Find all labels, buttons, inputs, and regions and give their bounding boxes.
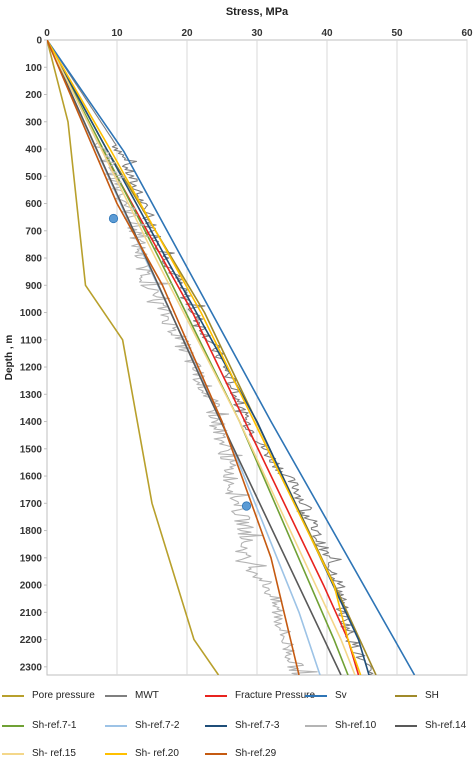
y-tick-label: 1200 (20, 363, 43, 374)
legend-label: Sh-ref.14 (425, 720, 467, 731)
legend-item: Fracture Pressure (205, 690, 315, 701)
legend-item: MWT (105, 690, 159, 701)
legend-item: SH (395, 690, 439, 701)
y-tick-label: 200 (25, 90, 42, 101)
legend-item: Sh-ref.7-3 (205, 720, 279, 731)
x-tick-label: 60 (461, 28, 473, 39)
legend-swatch (105, 694, 127, 697)
legend-swatch (2, 724, 24, 727)
legend-swatch (205, 724, 227, 727)
legend-label: Fracture Pressure (235, 690, 316, 701)
x-tick-label: 10 (111, 28, 123, 39)
series-sv-line (47, 40, 416, 675)
y-tick-label: 700 (25, 226, 42, 237)
y-axis-title: Depth , m (4, 335, 15, 381)
y-tick-label: 2100 (20, 608, 43, 619)
chart-svg: 0 10 20 30 40 50 60 Stress, MPa 0 100 200 300 400 500… (4, 6, 473, 676)
legend-swatch (2, 694, 24, 697)
legend-label: Sh- ref.15 (32, 748, 76, 759)
series-pore-pressure-line (47, 40, 220, 675)
legend-item: Sh-ref.14 (395, 720, 466, 731)
y-tick-label: 1500 (20, 444, 43, 455)
legend-item: Pore pressure (2, 690, 95, 701)
legend-item: Sh- ref.15 (2, 748, 76, 759)
y-tick-label: 1700 (20, 499, 43, 510)
x-tick-label: 40 (321, 28, 333, 39)
y-tick-label: 600 (25, 199, 42, 210)
legend-label: Pore pressure (32, 690, 95, 701)
y-tick-label: 2300 (20, 662, 43, 673)
legend-swatch (395, 724, 417, 727)
y-tick-label: 0 (36, 36, 42, 47)
y-tick-label: 1000 (20, 308, 43, 319)
legend-label: SH (425, 690, 439, 701)
legend-label: Sh-ref.29 (235, 748, 277, 759)
series-sh-ref-29-line (47, 40, 300, 675)
y-tick-label: 1900 (20, 553, 43, 564)
legend-label: Sh-ref.7-3 (235, 720, 280, 731)
y-tick-label: 900 (25, 281, 42, 292)
legend-swatch (205, 752, 227, 755)
y-tick-label: 500 (25, 172, 42, 183)
y-tick-label: 1600 (20, 472, 43, 483)
legend-swatch (205, 694, 227, 697)
y-tick-label: 100 (25, 63, 42, 74)
legend-swatch (395, 694, 417, 697)
chart: 0 10 20 30 40 50 60 Stress, MPa 0 100 200 300 400 500… (4, 6, 473, 676)
legend-swatch (105, 752, 127, 755)
x-tick-label: 20 (181, 28, 193, 39)
legend-swatch (2, 752, 24, 755)
legend-label: Sh-ref.7-2 (135, 720, 180, 731)
legend-swatch (305, 724, 327, 727)
x-tick-label: 50 (391, 28, 403, 39)
legend-item: Sh-ref.10 (305, 720, 376, 731)
series-sh-ref-14-line (47, 40, 342, 675)
data-marker (241, 501, 252, 511)
y-tick-label: 1400 (20, 417, 43, 428)
x-axis-title: Stress, MPa (226, 6, 289, 18)
legend-label: Sv (335, 690, 347, 701)
legend-item: Sh-ref.7-2 (105, 720, 179, 731)
x-tick-label: 30 (251, 28, 263, 39)
series-group (47, 40, 416, 675)
legend-label: Sh-ref.7-1 (32, 720, 77, 731)
y-tick-label: 2200 (20, 635, 43, 646)
y-tick-label: 1100 (20, 335, 42, 346)
series-sh-ref-7-3-line (47, 40, 370, 675)
legend-swatch (105, 724, 127, 727)
legend-label: Sh- ref.20 (135, 748, 179, 759)
series-sh-ref-15-line (47, 40, 356, 675)
y-tick-label: 1300 (20, 390, 43, 401)
y-tick-label: 400 (25, 145, 42, 156)
x-tick-label: 0 (44, 28, 50, 39)
data-marker (108, 213, 119, 224)
series-sh-ref-20-line (47, 40, 362, 675)
y-tick-label: 2000 (20, 581, 43, 592)
y-tick-label: 800 (25, 254, 42, 265)
legend-label: MWT (135, 690, 159, 701)
legend-item: Sv (305, 690, 347, 701)
legend: Pore pressure MWT Fracture Pressure Sv SH Sh-… (0, 684, 474, 759)
legend-item: Sh-ref.7-1 (2, 720, 76, 731)
legend-swatch (305, 694, 327, 697)
y-tick-label: 300 (25, 117, 42, 128)
legend-item: Sh-ref.29 (205, 748, 276, 759)
y-tick-label: 1800 (20, 526, 43, 537)
legend-item: Sh- ref.20 (105, 748, 179, 759)
legend-label: Sh-ref.10 (335, 720, 377, 731)
